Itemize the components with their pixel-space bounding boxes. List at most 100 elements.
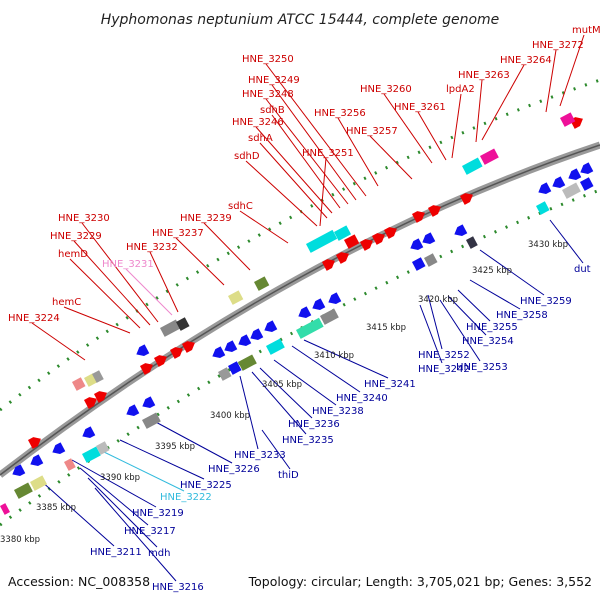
gene-arrow[interactable] — [84, 394, 99, 409]
gene-arrow[interactable] — [10, 464, 26, 478]
gene-arrow[interactable] — [210, 346, 226, 360]
gene-arrow[interactable] — [412, 208, 427, 223]
gene-feature[interactable] — [254, 276, 270, 291]
gene-arrow[interactable] — [566, 168, 582, 182]
gene-arrow[interactable] — [170, 344, 185, 359]
gene-feature[interactable] — [92, 370, 104, 383]
gene-label-reverse[interactable]: HNE_3216 — [152, 582, 204, 593]
gene-feature[interactable] — [142, 412, 161, 429]
gene-label-forward[interactable]: sdhB — [260, 105, 285, 116]
gene-arrow[interactable] — [310, 298, 326, 312]
gene-label-forward[interactable]: hemD — [58, 249, 88, 260]
gene-label-reverse[interactable]: HNE_3211 — [90, 547, 142, 558]
gene-label-reverse[interactable]: HNE_3217 — [124, 526, 176, 537]
gene-feature[interactable] — [30, 475, 48, 491]
gene-arrow[interactable] — [578, 162, 594, 176]
gene-label-reverse[interactable]: HNE_3253 — [456, 362, 508, 373]
gene-label-forward[interactable]: HNE_3251 — [302, 148, 354, 159]
gene-arrow[interactable] — [452, 224, 468, 238]
gene-arrow[interactable] — [428, 202, 443, 217]
gene-label-forward[interactable]: HNE_3263 — [458, 70, 510, 81]
gene-feature[interactable] — [64, 458, 76, 471]
gene-label-reverse[interactable]: HNE_3225 — [180, 480, 232, 491]
gene-feature[interactable] — [580, 177, 594, 191]
gene-feature[interactable] — [0, 503, 10, 515]
gene-feature[interactable] — [334, 225, 352, 241]
gene-arrow[interactable] — [94, 388, 109, 403]
gene-label-forward[interactable]: HNE_3232 — [126, 242, 178, 253]
gene-feature[interactable] — [344, 234, 360, 249]
gene-label-forward[interactable]: HNE_3231 — [102, 259, 154, 270]
gene-feature[interactable] — [218, 367, 232, 381]
gene-arrow[interactable] — [536, 182, 552, 196]
gene-label-reverse[interactable]: HNE_3254 — [462, 336, 514, 347]
gene-label-reverse[interactable]: HNE_3222 — [160, 492, 212, 503]
gene-feature[interactable] — [228, 290, 244, 305]
gene-arrow[interactable] — [28, 454, 44, 468]
gene-arrow[interactable] — [372, 230, 387, 245]
gene-label-reverse[interactable]: HNE_3258 — [496, 310, 548, 321]
gene-label-forward[interactable]: sdhD — [234, 151, 260, 162]
gene-feature[interactable] — [96, 441, 110, 455]
gene-arrow[interactable] — [140, 360, 155, 375]
gene-label-reverse[interactable]: HNE_3238 — [312, 406, 364, 417]
gene-arrow[interactable] — [420, 232, 436, 246]
gene-arrow[interactable] — [50, 442, 66, 456]
gene-feature[interactable] — [412, 257, 426, 271]
gene-label-forward[interactable]: HNE_3260 — [360, 84, 412, 95]
gene-label-reverse[interactable]: thiD — [278, 470, 299, 481]
gene-feature[interactable] — [228, 361, 242, 375]
gene-label-forward[interactable]: HNE_3229 — [50, 231, 102, 242]
gene-label-reverse[interactable]: mdh — [148, 548, 170, 559]
gene-label-reverse[interactable]: HNE_3219 — [132, 508, 184, 519]
gene-label-forward[interactable]: mutM — [572, 25, 600, 36]
gene-arrow[interactable] — [236, 334, 252, 348]
gene-label-forward[interactable]: HNE_3230 — [58, 213, 110, 224]
gene-arrow[interactable] — [296, 306, 312, 320]
gene-label-reverse[interactable]: HNE_3242 — [418, 364, 470, 375]
gene-arrow[interactable] — [124, 404, 140, 418]
gene-label-forward[interactable]: lpdA2 — [446, 84, 475, 95]
gene-arrow[interactable] — [140, 396, 156, 410]
gene-label-forward[interactable]: HNE_3264 — [500, 55, 552, 66]
gene-arrow[interactable] — [360, 236, 375, 251]
gene-arrow[interactable] — [80, 426, 96, 440]
gene-label-forward[interactable]: hemC — [52, 297, 81, 308]
gene-arrow[interactable] — [222, 340, 238, 354]
gene-label-forward[interactable]: HNE_3256 — [314, 108, 366, 119]
gene-label-reverse[interactable]: HNE_3236 — [288, 419, 340, 430]
gene-feature[interactable] — [14, 482, 33, 499]
gene-arrow[interactable] — [248, 328, 264, 342]
gene-feature[interactable] — [266, 338, 285, 355]
gene-feature[interactable] — [466, 236, 478, 249]
gene-label-forward[interactable]: HNE_3246 — [232, 117, 284, 128]
gene-feature[interactable] — [424, 253, 438, 267]
gene-arrow[interactable] — [322, 256, 337, 271]
gene-feature[interactable] — [238, 354, 257, 371]
gene-feature[interactable] — [462, 157, 483, 175]
gene-arrow[interactable] — [336, 249, 351, 264]
gene-feature[interactable] — [82, 446, 101, 463]
gene-label-forward[interactable]: sdhA — [248, 133, 273, 144]
gene-feature[interactable] — [562, 182, 581, 199]
gene-feature[interactable] — [320, 308, 339, 325]
gene-feature[interactable] — [306, 229, 338, 253]
gene-label-forward[interactable]: HNE_3248 — [242, 89, 294, 100]
gene-arrow[interactable] — [326, 292, 342, 306]
gene-label-forward[interactable]: HNE_3224 — [8, 313, 60, 324]
gene-label-forward[interactable]: HNE_3261 — [394, 102, 446, 113]
gene-label-forward[interactable]: HNE_3257 — [346, 126, 398, 137]
gene-feature[interactable] — [72, 377, 86, 391]
gene-label-reverse[interactable]: HNE_3233 — [234, 450, 286, 461]
gene-arrow[interactable] — [262, 320, 278, 334]
gene-arrow[interactable] — [182, 338, 197, 353]
gene-feature[interactable] — [536, 201, 550, 215]
gene-label-forward[interactable]: HNE_3237 — [152, 228, 204, 239]
gene-arrow[interactable] — [134, 344, 150, 358]
gene-label-reverse[interactable]: HNE_3252 — [418, 350, 470, 361]
gene-label-reverse[interactable]: HNE_3259 — [520, 296, 572, 307]
gene-feature[interactable] — [480, 148, 499, 165]
gene-label-reverse[interactable]: HNE_3241 — [364, 379, 416, 390]
gene-label-forward[interactable]: HNE_3250 — [242, 54, 294, 65]
gene-label-forward[interactable]: sdhC — [228, 201, 253, 212]
